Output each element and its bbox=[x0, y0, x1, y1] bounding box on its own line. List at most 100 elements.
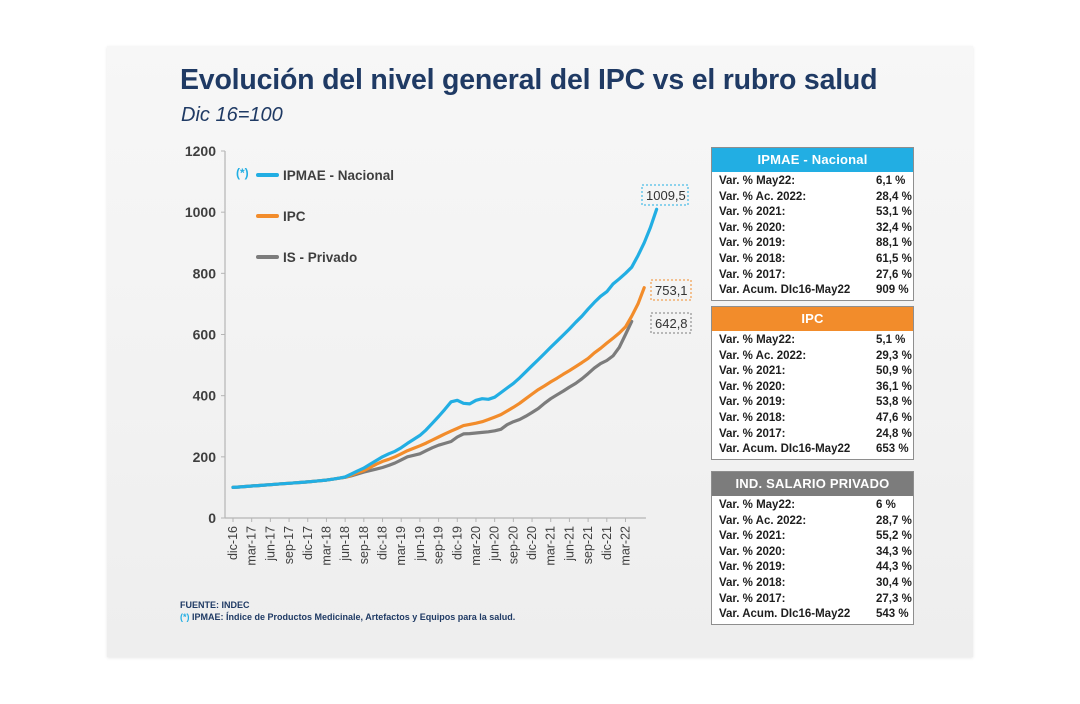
stat-row: Var. % 2021: 50,9 % bbox=[712, 364, 913, 380]
x-tick-label: jun-20 bbox=[488, 526, 502, 562]
end-label-ipc: 753,1 bbox=[655, 283, 688, 298]
stat-value: 61,5 % bbox=[876, 252, 912, 265]
end-label-box-ipmae bbox=[641, 184, 689, 206]
x-tick-label: mar-20 bbox=[469, 526, 483, 566]
y-tick-label: 600 bbox=[193, 327, 217, 343]
y-tick-label: 400 bbox=[193, 388, 217, 404]
stat-value: 24,8 % bbox=[876, 427, 912, 440]
x-tick-label: jun-21 bbox=[562, 526, 576, 562]
stat-value: 36,1 % bbox=[876, 380, 912, 393]
stat-row: Var. % Ac. 2022: 28,4 % bbox=[712, 190, 913, 206]
stat-value: 53,8 % bbox=[876, 396, 912, 409]
x-tick-label: sep-18 bbox=[357, 526, 371, 564]
stat-label: Var. % May22: bbox=[719, 499, 796, 511]
stat-value: 6 % bbox=[876, 499, 896, 511]
x-tick-label: sep-20 bbox=[506, 526, 520, 564]
stat-row: Var. % 2018: 30,4 % bbox=[712, 576, 913, 592]
chart-axes: 0 200 400 600 800 1000 1200 dic-16 mar-17 jun-17 s… bbox=[185, 143, 646, 566]
stat-row: Var. % 2021: 55,2 % bbox=[712, 529, 913, 545]
stat-value: 44,3 % bbox=[876, 561, 912, 574]
stat-row: Var. % May22: 6 % bbox=[712, 498, 913, 514]
stat-label: Var. % 2021: bbox=[719, 365, 786, 378]
x-tick-label: dic-16 bbox=[226, 526, 240, 560]
x-tick-label: sep-19 bbox=[432, 526, 446, 564]
x-tick-label: dic-17 bbox=[301, 526, 315, 560]
legend-label-ipmae: IPMAE - Nacional bbox=[283, 168, 394, 183]
stat-row: Var. % 2021: 53,1 % bbox=[712, 205, 913, 221]
stat-row: Var. Acum. DIc16-May22 909 % bbox=[712, 283, 913, 299]
stat-row: Var. % 2017: 24,8 % bbox=[712, 427, 913, 443]
stat-label: Var. % 2020: bbox=[719, 545, 786, 558]
stat-row: Var. % Ac. 2022: 29,3 % bbox=[712, 349, 913, 365]
y-tick-label: 1000 bbox=[185, 204, 216, 220]
footnote-star: (*) bbox=[180, 612, 190, 622]
x-tick-label: dic-19 bbox=[450, 526, 464, 560]
y-tick-label: 0 bbox=[208, 510, 216, 526]
stat-row: Var. Acum. DIc16-May22 543 % bbox=[712, 607, 913, 623]
stat-value: 27,3 % bbox=[876, 592, 912, 605]
y-tick-label: 1200 bbox=[185, 143, 216, 159]
stat-row: Var. % Ac. 2022: 28,7 % bbox=[712, 514, 913, 530]
stat-value: 909 % bbox=[876, 284, 909, 297]
x-tick-label: mar-18 bbox=[319, 526, 333, 566]
stat-label: Var. % 2018: bbox=[719, 252, 786, 265]
stat-label: Var. % 2017: bbox=[719, 427, 786, 440]
stats-panel-ipc: IPC Var. % May22: 5,1 % Var. % Ac. 2022: 29… bbox=[711, 306, 914, 460]
stat-label: Var. % 2020: bbox=[719, 221, 786, 234]
stat-value: 47,6 % bbox=[876, 411, 912, 424]
panel-rows-salario: Var. % May22: 6 % Var. % Ac. 2022: 28,7 % Va… bbox=[712, 496, 913, 624]
x-tick-label: dic-20 bbox=[525, 526, 539, 560]
stat-label: Var. % 2017: bbox=[719, 592, 786, 605]
panel-header-ipc: IPC bbox=[712, 307, 913, 331]
x-tick-label: sep-21 bbox=[581, 526, 595, 564]
stat-label: Var. % 2020: bbox=[719, 380, 786, 393]
chart-legend: (*) IPMAE - Nacional IPC IS - Privado bbox=[236, 166, 394, 265]
x-tick-label: jun-19 bbox=[413, 526, 427, 562]
stat-label: Var. % 2019: bbox=[719, 396, 786, 409]
stat-row: Var. % 2020: 32,4 % bbox=[712, 221, 913, 237]
footnote-line: (*) IPMAE: Índice de Productos Medicinal… bbox=[180, 612, 515, 622]
stat-value: 5,1 % bbox=[876, 334, 906, 346]
end-label-ipmae: 1009,5 bbox=[646, 188, 686, 203]
stat-label: Var. Acum. DIc16-May22 bbox=[719, 608, 851, 621]
stat-value: 653 % bbox=[876, 443, 909, 456]
stat-label: Var. Acum. DIc16-May22 bbox=[719, 443, 851, 456]
x-tick-label: jun-18 bbox=[338, 526, 352, 562]
stat-row: Var. % May22: 5,1 % bbox=[712, 333, 913, 349]
end-label-box-is bbox=[650, 312, 692, 334]
stat-label: Var. % Ac. 2022: bbox=[719, 190, 807, 203]
end-labels: 1009,5 753,1 642,8 bbox=[641, 184, 692, 334]
stat-row: Var. % 2017: 27,3 % bbox=[712, 592, 913, 608]
stat-label: Var. % 2017: bbox=[719, 268, 786, 281]
stat-label: Var. % Ac. 2022: bbox=[719, 349, 807, 362]
stat-value: 32,4 % bbox=[876, 221, 912, 234]
x-tick-label: mar-17 bbox=[245, 526, 259, 566]
x-tick-label: mar-22 bbox=[618, 526, 632, 566]
stat-value: 28,7 % bbox=[876, 514, 912, 527]
stat-label: Var. % 2018: bbox=[719, 576, 786, 589]
stats-panel-ipmae: IPMAE - Nacional Var. % May22: 6,1 % Var. … bbox=[711, 147, 914, 301]
stat-label: Var. % May22: bbox=[719, 334, 796, 346]
stat-row: Var. % 2017: 27,6 % bbox=[712, 268, 913, 284]
source-line: FUENTE: INDEC bbox=[180, 600, 250, 610]
end-label-box-ipc bbox=[650, 279, 692, 301]
chart-title: Evolución del nivel general del IPC vs e… bbox=[180, 64, 878, 96]
stat-value: 53,1 % bbox=[876, 206, 912, 219]
stat-value: 27,6 % bbox=[876, 268, 912, 281]
series-line-ipmae bbox=[231, 207, 659, 489]
stat-row: Var. % 2018: 61,5 % bbox=[712, 252, 913, 268]
stat-row: Var. % 2020: 36,1 % bbox=[712, 380, 913, 396]
stat-row: Var. % May22: 6,1 % bbox=[712, 174, 913, 190]
stat-value: 55,2 % bbox=[876, 530, 912, 543]
legend-star-marker: (*) bbox=[236, 166, 249, 180]
legend-label-is: IS - Privado bbox=[283, 250, 357, 265]
stat-row: Var. % 2019: 53,8 % bbox=[712, 395, 913, 411]
stats-panel-salario: IND. SALARIO PRIVADO Var. % May22: 6 % Var… bbox=[711, 471, 914, 625]
stat-label: Var. % 2021: bbox=[719, 206, 786, 219]
legend-label-ipc: IPC bbox=[283, 209, 306, 224]
x-tick-label: jun-17 bbox=[263, 526, 277, 562]
chart-subtitle: Dic 16=100 bbox=[181, 104, 283, 126]
stat-value: 543 % bbox=[876, 608, 909, 621]
stat-value: 28,4 % bbox=[876, 190, 912, 203]
panel-header-salario: IND. SALARIO PRIVADO bbox=[712, 472, 913, 496]
